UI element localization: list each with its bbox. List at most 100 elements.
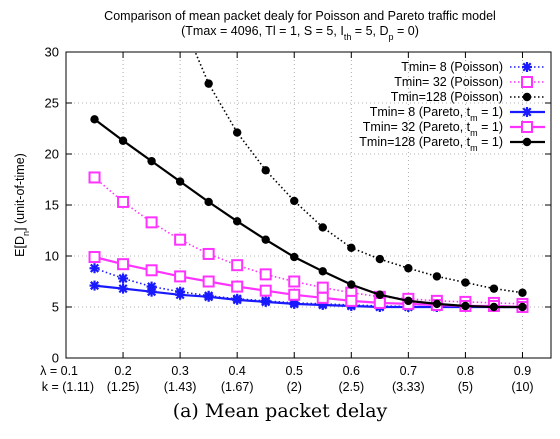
data-point-circle xyxy=(204,79,213,88)
data-point-square xyxy=(521,76,533,88)
data-point-circle xyxy=(232,217,242,226)
data-point-square xyxy=(145,264,158,277)
data-point-star xyxy=(522,107,532,117)
chart-subtitle: (Tmax = 4096, Tl = 1, S = 5, Ith = 5, Dp… xyxy=(181,24,419,42)
data-point-star xyxy=(146,286,157,297)
x-tick-sublabel: (3.33) xyxy=(392,380,425,394)
data-point-circle xyxy=(318,223,327,232)
x-tick-label: 0.8 xyxy=(457,364,474,378)
data-point-circle xyxy=(261,235,270,244)
legend-label: Tmin= 8 (Poisson) xyxy=(401,60,503,74)
x-tick-label: 0.6 xyxy=(343,364,360,378)
data-point-circle xyxy=(232,128,242,137)
data-point-circle xyxy=(261,166,270,175)
data-point-star xyxy=(89,263,100,274)
data-point-circle xyxy=(518,302,527,312)
data-point-circle xyxy=(522,137,532,147)
data-point-square xyxy=(174,233,187,246)
data-point-square xyxy=(288,275,301,288)
data-point-circle xyxy=(175,177,185,186)
series-line xyxy=(93,118,523,309)
x-tick-label: 0.7 xyxy=(400,364,417,378)
x-tick-sublabel: (1.67) xyxy=(221,380,254,394)
data-point-square xyxy=(145,216,158,229)
data-point-star xyxy=(203,291,214,302)
series-line xyxy=(93,176,523,305)
data-point-square xyxy=(316,291,329,304)
data-point-circle xyxy=(522,92,532,102)
data-point-square xyxy=(88,171,101,184)
x-tick-label: 0.5 xyxy=(286,364,303,378)
data-point-circle xyxy=(375,290,385,299)
data-point-square xyxy=(88,251,101,264)
data-point-square xyxy=(373,296,386,309)
data-point-square xyxy=(174,270,187,283)
x-tick-label: 0.9 xyxy=(514,364,531,378)
plot-area xyxy=(88,52,529,313)
data-point-circle xyxy=(432,299,442,309)
y-tick-label: 25 xyxy=(45,96,59,111)
y-tick-label: 0 xyxy=(52,351,59,366)
data-point-square xyxy=(259,284,272,297)
data-point-square xyxy=(117,195,130,208)
data-point-circle xyxy=(375,254,385,264)
legend-label: Tmin= 32 (Pareto, tm = 1) xyxy=(363,120,503,138)
legend: Tmin= 8 (Poisson)Tmin= 32 (Poisson)Tmin=… xyxy=(359,60,545,153)
data-point-square xyxy=(202,247,215,260)
data-point-star xyxy=(522,62,532,72)
x-tick-label: λ = 0.1 xyxy=(40,364,78,378)
x-tick-sublabel: (5) xyxy=(458,380,473,394)
data-point-star xyxy=(232,294,243,305)
data-point-circle xyxy=(461,278,470,287)
x-tick-sublabel: (2) xyxy=(287,380,302,394)
legend-label: Tmin= 8 (Pareto, tm = 1) xyxy=(370,105,503,123)
data-point-circle xyxy=(118,136,128,145)
data-point-circle xyxy=(489,284,499,293)
series-line xyxy=(94,267,523,308)
series-2 xyxy=(194,52,527,297)
data-point-star xyxy=(89,280,100,291)
data-point-circle xyxy=(347,280,356,289)
series-line xyxy=(94,284,523,309)
data-point-circle xyxy=(204,197,213,207)
y-tick-label: 5 xyxy=(52,300,59,315)
data-point-square xyxy=(231,280,244,293)
data-point-star xyxy=(289,298,300,309)
data-point-star xyxy=(118,273,129,284)
data-point-star xyxy=(175,289,186,300)
data-point-square xyxy=(202,275,215,288)
y-tick-label: 10 xyxy=(45,249,59,264)
x-tick-label: 0.3 xyxy=(171,364,188,378)
legend-label: Tmin=128 (Pareto, tm = 1) xyxy=(359,135,503,153)
data-point-circle xyxy=(461,301,470,311)
data-point-star xyxy=(118,283,129,294)
data-point-circle xyxy=(318,267,327,276)
y-tick-label: 20 xyxy=(45,147,59,162)
data-point-square xyxy=(345,294,358,307)
y-tick-label: 30 xyxy=(45,45,59,60)
x-tick-sublabel: (10) xyxy=(511,380,533,394)
data-point-circle xyxy=(290,196,299,206)
data-point-square xyxy=(316,281,329,294)
data-point-square xyxy=(288,288,301,301)
data-point-circle xyxy=(489,302,499,312)
series-5 xyxy=(90,115,527,312)
x-tick-sublabel: (1.25) xyxy=(107,380,140,394)
data-point-circle xyxy=(147,156,156,166)
chart-title: Comparison of mean packet dealy for Pois… xyxy=(104,9,496,23)
figure-caption: (a) Mean packet delay xyxy=(172,400,388,422)
y-tick-label: 15 xyxy=(45,198,59,213)
data-point-square xyxy=(231,259,244,272)
data-point-circle xyxy=(347,243,356,253)
legend-label: Tmin=128 (Poisson) xyxy=(391,90,503,104)
legend-label: Tmin= 32 (Poisson) xyxy=(394,75,503,89)
x-tick-label: 0.2 xyxy=(114,364,131,378)
data-point-circle xyxy=(518,288,527,297)
x-tick-sublabel: (2.5) xyxy=(338,380,364,394)
data-point-square xyxy=(117,258,130,271)
y-axis-label: E[Dn] (unit-of-time) xyxy=(13,153,31,257)
data-point-circle xyxy=(404,296,413,306)
data-point-circle xyxy=(404,264,413,273)
data-point-star xyxy=(260,296,271,307)
